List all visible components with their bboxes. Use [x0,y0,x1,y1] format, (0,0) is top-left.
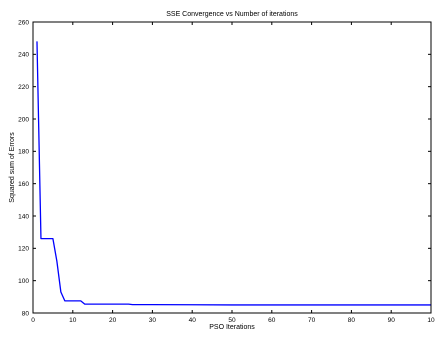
y-tick-label: 240 [18,52,29,59]
x-axis-label: PSO Iterations [209,324,255,331]
y-tick-label: 260 [18,19,29,26]
x-tick-label: 20 [109,317,117,324]
x-tick-label: 10 [427,317,435,324]
x-tick-label: 90 [388,317,396,324]
x-tick-label: 40 [189,317,197,324]
y-tick-label: 160 [18,181,29,188]
y-tick-label: 100 [18,278,29,285]
y-tick-label: 180 [18,149,29,156]
y-axis-label: Squared sum of Errors [9,132,16,203]
y-tick-label: 200 [18,116,29,123]
plot-area [33,22,431,313]
axes-frame [32,21,432,314]
y-tick-label: 220 [18,84,29,91]
y-tick-label: 120 [18,246,29,253]
x-tick-label: 50 [228,317,236,324]
x-tick-label: 80 [348,317,356,324]
x-tick-label: 70 [308,317,316,324]
x-tick-label: 60 [268,317,276,324]
series-line [36,41,431,306]
x-tick-label: 0 [31,317,35,324]
x-tick-label: 30 [149,317,157,324]
x-tick-label: 10 [69,317,77,324]
y-tick-label: 140 [18,213,29,220]
y-tick-label: 80 [22,310,30,317]
chart-title: SSE Convergence vs Number of iterations [166,11,298,18]
